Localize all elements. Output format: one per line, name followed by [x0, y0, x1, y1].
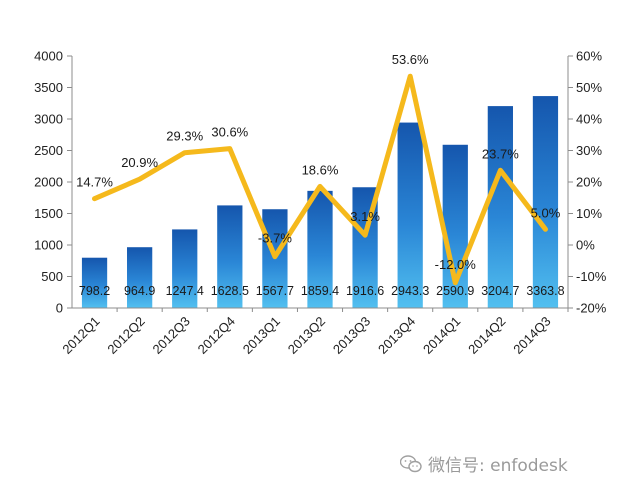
bar-value-label: 964.9 — [124, 284, 155, 298]
bar-value-label: 1567.7 — [256, 284, 294, 298]
y-tick-label: 2500 — [34, 143, 63, 158]
right-axis-ticks: -20% -10% 0% 10% 20% 30% 40% 50% 60% — [568, 49, 607, 316]
x-tick-label: 2012Q4 — [195, 314, 238, 357]
y2-tick-label: 30% — [576, 143, 602, 158]
growth-line-series — [92, 73, 548, 286]
x-tick-label: 2013Q2 — [285, 314, 328, 357]
x-tick-label: 2012Q3 — [150, 314, 193, 357]
y2-tick-label: 10% — [576, 206, 602, 221]
bar-value-label: 1859.4 — [301, 284, 339, 298]
bar-value-label: 1247.4 — [166, 284, 204, 298]
x-tick-label: 2013Q1 — [240, 314, 283, 357]
y2-tick-label: 40% — [576, 112, 602, 127]
bar-value-label: 798.2 — [79, 284, 110, 298]
bar — [172, 229, 198, 308]
growth-value-label: -12.0% — [435, 257, 477, 272]
bar-value-label: 2943.3 — [391, 284, 429, 298]
growth-value-label: 20.9% — [121, 155, 158, 170]
category-axis-ticks: 2012Q1 2012Q2 2012Q3 2012Q4 2013Q1 2013Q2 2013… — [59, 308, 569, 357]
axes — [71, 56, 569, 309]
x-tick-label: 2014Q2 — [465, 314, 508, 357]
bar — [532, 96, 559, 308]
growth-value-label: 23.7% — [482, 146, 519, 161]
x-tick-label: 2014Q3 — [510, 314, 553, 357]
growth-value-label: 18.6% — [302, 162, 339, 177]
y-tick-label: 1500 — [34, 206, 63, 221]
x-tick-label: 2013Q4 — [375, 314, 418, 357]
bar — [81, 257, 108, 308]
bar-value-label: 3204.7 — [481, 284, 519, 298]
y-tick-label: 2000 — [34, 175, 63, 190]
y-tick-label: 1000 — [34, 238, 63, 253]
y-tick-label: 500 — [41, 269, 63, 284]
bar-value-label: 3363.8 — [526, 284, 564, 298]
bar-value-label: 1916.6 — [346, 284, 384, 298]
y-tick-label: 3000 — [34, 112, 63, 127]
growth-value-label: 3.1% — [350, 209, 380, 224]
bar — [127, 247, 153, 308]
growth-value-label: 5.0% — [531, 205, 561, 220]
y2-tick-label: -10% — [576, 269, 607, 284]
y-tick-label: 0 — [56, 301, 63, 316]
growth-value-label: -3.7% — [258, 231, 292, 246]
bar — [217, 205, 243, 308]
bar-value-label: 1628.5 — [211, 284, 249, 298]
x-tick-label: 2012Q2 — [104, 314, 147, 357]
left-axis-ticks: 0 500 1000 1500 2000 2500 3000 3500 4000 — [34, 49, 72, 316]
bar-value-labels: 798.2 964.9 1247.4 1628.5 1567.7 1859.4 1916.6… — [79, 284, 565, 298]
growth-line — [92, 73, 548, 286]
x-tick-label: 2012Q1 — [59, 314, 102, 357]
wechat-icon — [400, 454, 422, 472]
y2-tick-label: 0% — [576, 238, 595, 253]
x-tick-label: 2013Q3 — [330, 314, 373, 357]
growth-value-label: 29.3% — [166, 129, 203, 144]
y2-tick-label: 20% — [576, 175, 602, 190]
y-tick-label: 3500 — [34, 80, 63, 95]
bar — [487, 106, 513, 308]
watermark-text: 微信号: enfodesk — [428, 456, 568, 476]
y2-tick-label: 50% — [576, 80, 602, 95]
y2-tick-label: -20% — [576, 301, 607, 316]
y2-tick-label: 60% — [576, 49, 602, 64]
bar — [307, 190, 333, 308]
growth-value-label: 30.6% — [211, 125, 248, 140]
y-tick-label: 4000 — [34, 49, 63, 64]
growth-value-label: 14.7% — [76, 175, 113, 190]
bar-series — [81, 96, 559, 308]
bar-value-label: 2590.9 — [436, 284, 474, 298]
bar — [397, 122, 423, 308]
watermark: 微信号: enfodesk — [400, 451, 568, 476]
growth-value-labels: 14.7% 20.9% 29.3% 30.6% -3.7% 18.6% 3.1% 53.6% -… — [76, 52, 561, 272]
growth-value-label: 53.6% — [392, 52, 429, 67]
x-tick-label: 2014Q1 — [420, 314, 463, 357]
